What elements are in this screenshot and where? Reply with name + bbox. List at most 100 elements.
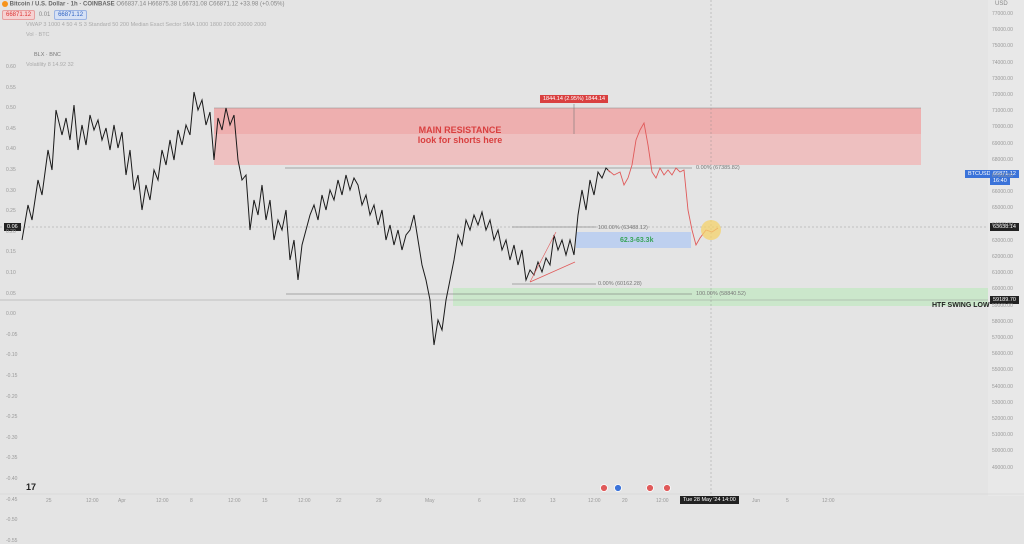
right-axis-tick: 76000.00 [992,27,1013,34]
bid-ask-row: 66871.12 0.01 66871.12 [2,10,88,20]
left-axis-tick: 0.35 [6,167,16,173]
fib-low-100-label: 100.00% (58840.52) [696,291,746,297]
fib-top-label: 0.00% (67385.82) [696,165,740,171]
projection-path [607,121,719,247]
resistance-line1: MAIN RESISTANCE [418,125,502,135]
symbol-price-tag: BTCUSD [965,170,994,178]
htf-swing-low-zone [453,288,988,306]
htf-swing-low-label: HTF SWING LOW [932,302,990,309]
fib-target-label: 62.3-63.3k [620,237,654,244]
right-axis-tick: 54000.00 [992,383,1013,390]
bottom-axis-tick: 12:00 [588,498,601,504]
right-axis-tick: 59000.00 [992,302,1013,309]
symbol-title[interactable]: Bitcoin / U.S. Dollar · 1h · COINBASE [9,1,115,8]
right-axis-tick: 53000.00 [992,399,1013,406]
sell-price-button[interactable]: 66871.12 [2,10,36,20]
left-axis-tick: -0.40 [6,476,18,482]
left-axis-tick: 0.50 [6,105,16,112]
left-axis-tick: 0.45 [6,125,16,132]
main-resistance-label: MAIN RESISTANCE look for shorts here [400,125,520,145]
left-axis-tick: 0.15 [6,249,16,256]
left-axis-tick: 0.60 [6,64,16,70]
bottom-axis-tick: 13 [550,498,556,504]
price-chart[interactable]: 17 [0,0,1024,509]
left-axis-tick: -0.20 [6,393,18,400]
left-axis-tick: 0.40 [6,146,16,153]
bottom-axis-tick: 12:00 [656,498,669,504]
bottom-axis-tick: 29 [376,498,382,504]
right-axis-tick: 52000.00 [992,416,1013,422]
bottom-axis-tick: 20 [622,498,628,504]
bottom-axis-tick: Apr [118,498,126,504]
bottom-axis-tick: Jun [752,498,761,504]
left-axis-tick: 0.10 [6,270,16,276]
left-axis-tick: 0.55 [6,84,16,91]
bottom-axis-tick: 12:00 [86,498,99,504]
svg-text:17: 17 [26,482,36,492]
bottom-axis-tick: 5 [786,498,789,504]
resistance-line2: look for shorts here [417,135,503,145]
bottom-axis-tick: 12:00 [513,498,526,504]
bottom-axis-tick: 25 [46,498,52,504]
left-axis-tick: -0.10 [6,352,18,359]
right-axis-tick: 56000.00 [992,351,1013,358]
right-axis-tick: 58000.00 [992,318,1013,325]
bottom-axis-tick: 6 [478,498,481,504]
right-axis-tick: 64000.00 [992,221,1013,228]
right-axis-tick: 50000.00 [992,448,1013,455]
bottom-axis-tick: 12:00 [156,498,169,504]
indicator-blx[interactable]: BLX · BNC [34,52,61,58]
right-axis-tick: 73000.00 [992,75,1013,82]
left-axis-tick: -0.35 [6,455,18,462]
right-axis-tick: 72000.00 [992,92,1013,98]
right-axis-tick: 51000.00 [992,432,1013,439]
ohlc-values: O66837.14 H66875.38 L66731.08 C66871.12 … [116,1,285,8]
right-axis-tick: 63000.00 [992,237,1013,244]
right-axis-tick: 71000.00 [992,108,1013,115]
fib-low-0-label: 0.00% (60162.28) [598,281,642,287]
measure-label: 1844.14 (2.95%) 1844.14 [540,95,609,103]
fib-target-box [576,232,691,248]
countdown-tag: 16:40 [990,177,1010,185]
bottom-axis-tick: 12:00 [228,498,241,504]
left-axis-tick: -0.45 [6,496,18,503]
right-axis-tick: 57000.00 [992,335,1013,341]
bottom-axis-tick: 12:00 [298,498,311,504]
bottom-axis-tick: May [425,498,435,504]
crosshair-left-tag: 0.06 [4,223,21,231]
right-axis-tick: 60000.00 [992,286,1013,293]
right-axis-tick: 65000.00 [992,205,1013,212]
crosshair-price-tag: 63638.14 [990,223,1019,231]
left-axis-tick: -0.05 [6,331,18,338]
left-axis-tick: 0.25 [6,208,16,215]
left-axis-tick: 0.20 [6,228,16,235]
left-axis-tick: -0.15 [6,373,18,379]
bottom-axis-tick: 22 [336,498,342,504]
right-axis-tick: 67000.00 [992,173,1013,179]
buy-price-button[interactable]: 66871.12 [54,10,88,20]
fib-mid-label: 100.00% (63488.12) [598,225,648,231]
right-axis-tick: 75000.00 [992,43,1013,50]
indicator-vol[interactable]: Vol · BTC [26,32,50,38]
target-highlight [701,220,721,240]
right-axis-tick: 77000.00 [992,11,1013,17]
right-axis-tick: 61000.00 [992,270,1013,277]
left-axis-tick: -0.30 [6,434,18,441]
swing-low-price-tag: 59189.70 [990,296,1019,304]
indicator-volatility[interactable]: Volatility 8 14.92 32 [26,62,74,68]
right-axis-tick: 70000.00 [992,124,1013,131]
right-axis-tick: 69000.00 [992,140,1013,147]
right-axis-tick: 55000.00 [992,367,1013,374]
bottom-axis-tick: 8 [190,498,193,504]
right-axis-tick: 74000.00 [992,59,1013,66]
price-series [21,91,611,346]
left-axis-tick: -0.55 [6,537,18,544]
bottom-axis-tick: 12:00 [822,498,835,504]
crosshair-time-tag: Tue 28 May '24 14:00 [680,496,739,504]
left-axis-tick: 0.05 [6,290,16,297]
chart-header: Bitcoin / U.S. Dollar · 1h · COINBASE O6… [2,1,285,8]
indicator-vwap[interactable]: VWAP 3 1000 4 50 4 S 3 Standard 50 200 M… [26,22,267,28]
bottom-axis-tick: 15 [262,498,268,504]
left-axis-tick: 0.30 [6,187,16,194]
left-axis-tick: -0.50 [6,517,18,524]
